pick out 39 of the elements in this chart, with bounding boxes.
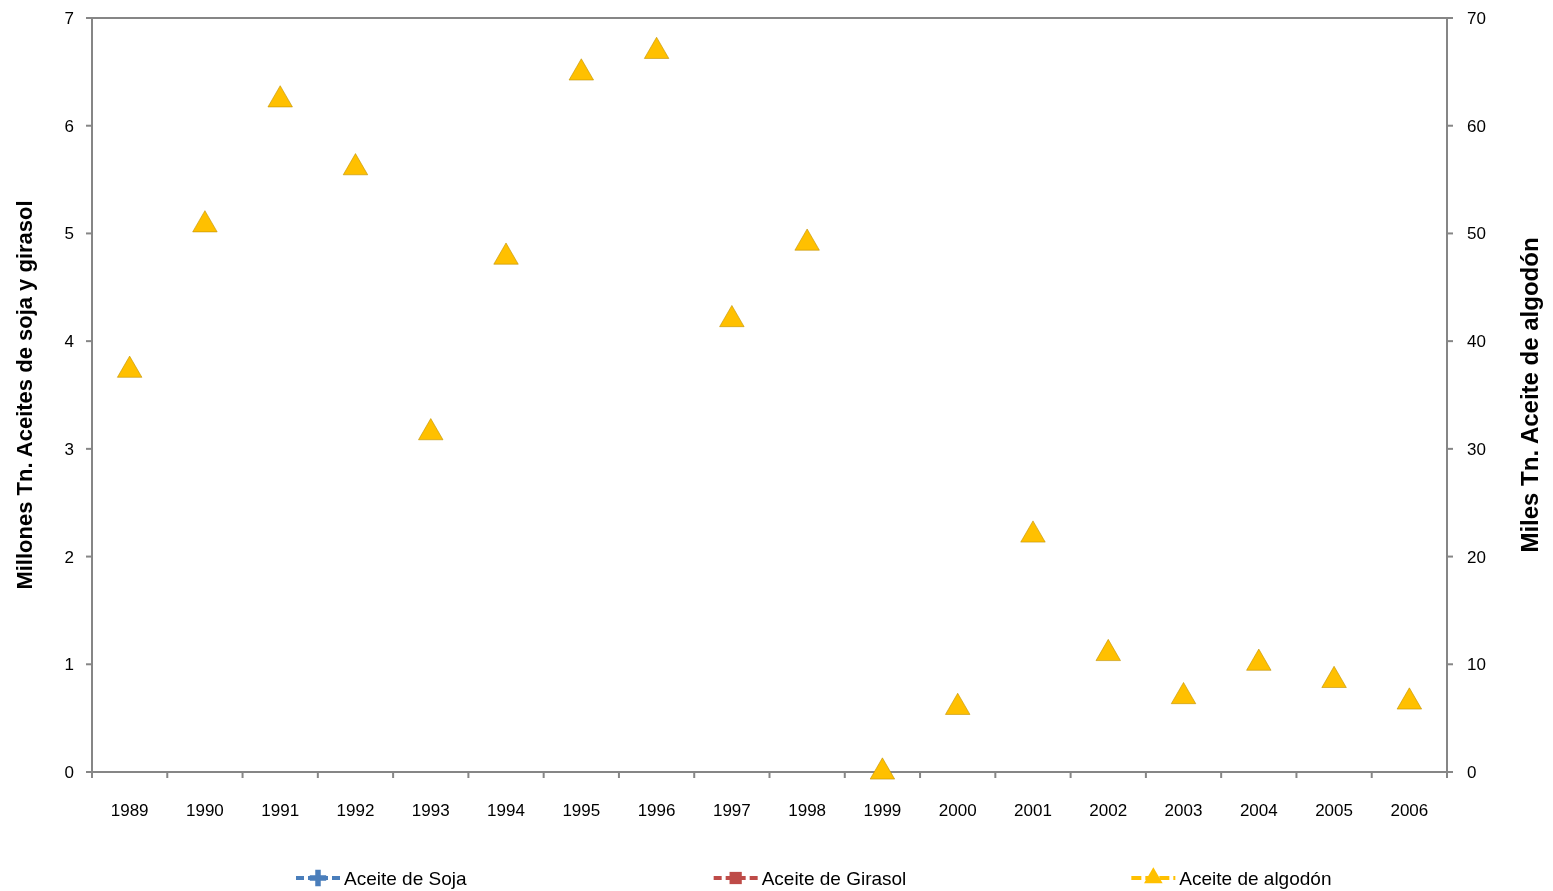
y2-tick-label: 20 (1467, 547, 1486, 567)
x-tick-label: 2001 (1014, 801, 1052, 820)
x-tick-label: 2005 (1315, 801, 1353, 820)
x-tick-label: 1992 (336, 801, 375, 820)
y-tick-label: 4 (64, 332, 74, 352)
y2-tick-label: 40 (1467, 332, 1486, 352)
x-tick-label: 1991 (261, 801, 300, 820)
x-tick-label: 2000 (938, 801, 977, 820)
y-tick-label: 7 (64, 8, 74, 28)
y2-tick-label: 10 (1467, 655, 1486, 675)
y-tick-label: 0 (64, 762, 74, 782)
y2-tick-label: 0 (1467, 762, 1477, 782)
x-tick-label: 2004 (1239, 801, 1278, 820)
y-tick-label: 3 (64, 439, 74, 459)
legend-label: Aceite de Soja (344, 867, 467, 889)
x-tick-label: 1995 (562, 801, 601, 820)
y-axis-title: Millones Tn. Aceites de soja y girasol (12, 200, 37, 590)
y2-axis-title: Miles Tn. Aceite de algodón (1516, 237, 1543, 553)
x-tick-label: 1993 (411, 801, 450, 820)
y-tick-label: 1 (64, 655, 74, 675)
x-tick-label: 1999 (863, 801, 902, 820)
y-tick-label: 5 (64, 224, 74, 244)
x-tick-label: 2006 (1390, 801, 1429, 820)
y2-tick-label: 70 (1467, 8, 1486, 28)
x-tick-label: 1998 (788, 801, 827, 820)
x-tick-label: 1994 (487, 801, 525, 820)
x-tick-label: 2002 (1089, 801, 1128, 820)
y-tick-label: 2 (64, 547, 74, 567)
legend-label: Aceite de algodón (1179, 867, 1332, 889)
y2-tick-label: 50 (1467, 224, 1486, 244)
y2-tick-label: 60 (1467, 116, 1486, 136)
x-tick-label: 1990 (186, 801, 224, 820)
legend-label: Aceite de Girasol (761, 867, 907, 889)
y2-tick-label: 30 (1467, 439, 1486, 459)
x-tick-label: 1997 (712, 801, 751, 820)
x-tick-label: 1996 (637, 801, 676, 820)
x-tick-label: 1989 (110, 801, 149, 820)
y-tick-label: 6 (64, 116, 74, 136)
x-tick-label: 2003 (1164, 801, 1203, 820)
